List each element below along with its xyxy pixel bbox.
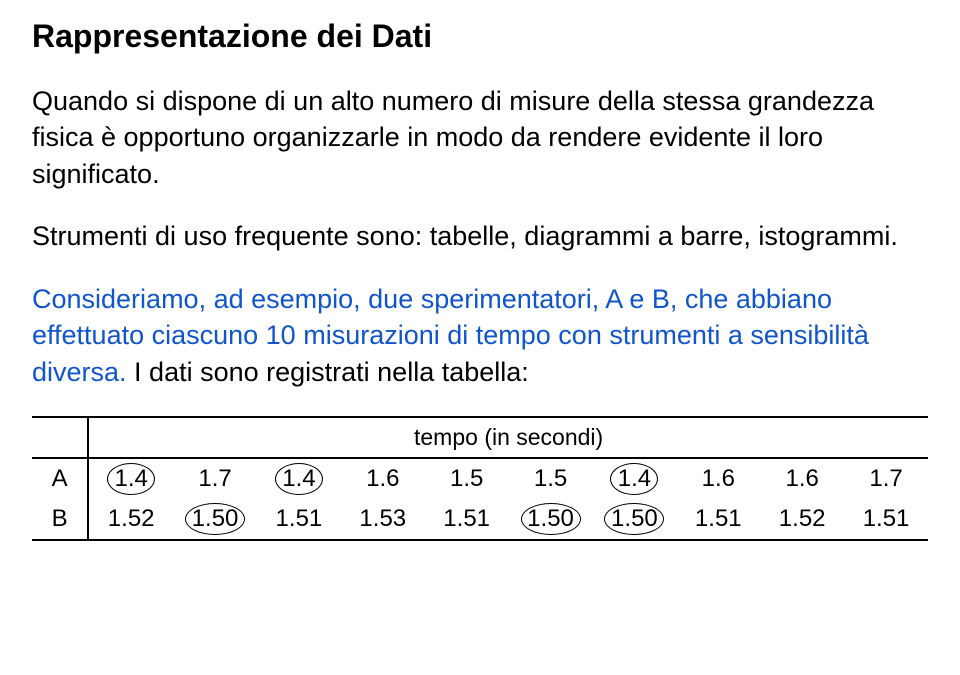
paragraph-3-tail: I dati sono registrati nella tabella: xyxy=(127,357,529,387)
cell-a-9: 1.7 xyxy=(844,458,928,499)
cell-b-6: 1.50 xyxy=(592,499,676,540)
table-header-row: tempo (in secondi) xyxy=(32,417,928,458)
page-title: Rappresentazione dei Dati xyxy=(32,18,928,55)
cell-b-5: 1.50 xyxy=(509,499,593,540)
cell-b-4: 1.51 xyxy=(425,499,509,540)
table-header-label: tempo (in secondi) xyxy=(88,417,928,458)
cell-a-7: 1.6 xyxy=(676,458,760,499)
cell-b-0: 1.52 xyxy=(88,499,173,540)
cell-a-3: 1.6 xyxy=(341,458,425,499)
cell-a-6: 1.4 xyxy=(592,458,676,499)
paragraph-1: Quando si dispone di un alto numero di m… xyxy=(32,83,928,192)
cell-b-3: 1.53 xyxy=(341,499,425,540)
row-label-a: A xyxy=(32,458,88,499)
cell-b-1: 1.50 xyxy=(173,499,257,540)
data-table: tempo (in secondi) A 1.4 1.7 1.4 1.6 1.5… xyxy=(32,416,928,541)
page-root: Rappresentazione dei Dati Quando si disp… xyxy=(0,0,960,565)
cell-b-9: 1.51 xyxy=(844,499,928,540)
paragraph-2: Strumenti di uso frequente sono: tabelle… xyxy=(32,218,928,254)
cell-a-0: 1.4 xyxy=(88,458,173,499)
cell-a-8: 1.6 xyxy=(760,458,844,499)
data-table-wrap: tempo (in secondi) A 1.4 1.7 1.4 1.6 1.5… xyxy=(32,416,928,541)
cell-a-1: 1.7 xyxy=(173,458,257,499)
cell-a-5: 1.5 xyxy=(509,458,593,499)
table-row: B 1.52 1.50 1.51 1.53 1.51 1.50 1.50 1.5… xyxy=(32,499,928,540)
cell-b-8: 1.52 xyxy=(760,499,844,540)
cell-a-4: 1.5 xyxy=(425,458,509,499)
paragraph-3: Consideriamo, ad esempio, due sperimenta… xyxy=(32,281,928,390)
table-header-blank xyxy=(32,417,88,458)
cell-b-7: 1.51 xyxy=(676,499,760,540)
table-row: A 1.4 1.7 1.4 1.6 1.5 1.5 1.4 1.6 1.6 1.… xyxy=(32,458,928,499)
cell-b-2: 1.51 xyxy=(257,499,341,540)
row-label-b: B xyxy=(32,499,88,540)
cell-a-2: 1.4 xyxy=(257,458,341,499)
